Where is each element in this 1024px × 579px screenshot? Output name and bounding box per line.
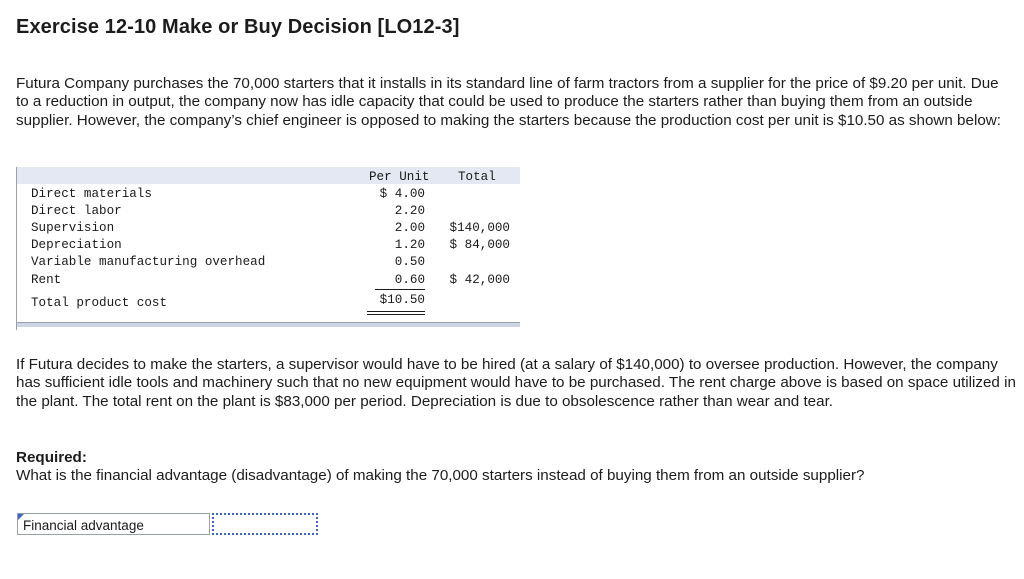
page-title: Exercise 12-10 Make or Buy Decision [LO1… <box>16 16 460 38</box>
row-per-unit: $ 4.00 <box>379 187 425 201</box>
row-per-unit: 0.60 <box>394 273 425 287</box>
cost-table-footer <box>17 322 520 327</box>
row-per-unit: 2.20 <box>394 204 425 218</box>
financial-advantage-input[interactable] <box>212 513 318 535</box>
row-label: Total product cost <box>31 296 168 310</box>
cost-table: Per Unit Total Direct materials $ 4.00 D… <box>16 167 520 330</box>
header-per-unit: Per Unit <box>369 170 430 184</box>
total-double-underline <box>367 314 425 315</box>
row-per-unit: 2.00 <box>394 221 425 235</box>
answer-label: Financial advantage <box>17 513 210 535</box>
flag-icon <box>18 514 24 520</box>
header-total: Total <box>458 170 496 184</box>
after-paragraph: If Futura decides to make the starters, … <box>16 356 1016 410</box>
question-text: What is the financial advantage (disadva… <box>16 467 865 484</box>
row-per-unit: $10.50 <box>379 293 425 307</box>
row-label: Direct labor <box>31 204 122 218</box>
answer-label-text: Financial advantage <box>23 518 144 533</box>
required-label: Required: <box>16 449 87 466</box>
row-label: Depreciation <box>31 238 122 252</box>
row-per-unit: 0.50 <box>394 255 425 269</box>
row-total: $ 42,000 <box>449 273 510 287</box>
row-total: $140,000 <box>449 221 510 235</box>
row-per-unit: 1.20 <box>394 238 425 252</box>
cost-table-header <box>17 167 520 184</box>
row-label: Variable manufacturing overhead <box>31 255 266 269</box>
intro-paragraph: Futura Company purchases the 70,000 star… <box>16 75 1001 129</box>
row-label: Rent <box>31 273 62 287</box>
row-label: Direct materials <box>31 187 152 201</box>
row-label: Supervision <box>31 221 115 235</box>
row-total: $ 84,000 <box>449 238 510 252</box>
total-double-underline <box>367 311 425 312</box>
subtotal-underline <box>375 289 425 290</box>
